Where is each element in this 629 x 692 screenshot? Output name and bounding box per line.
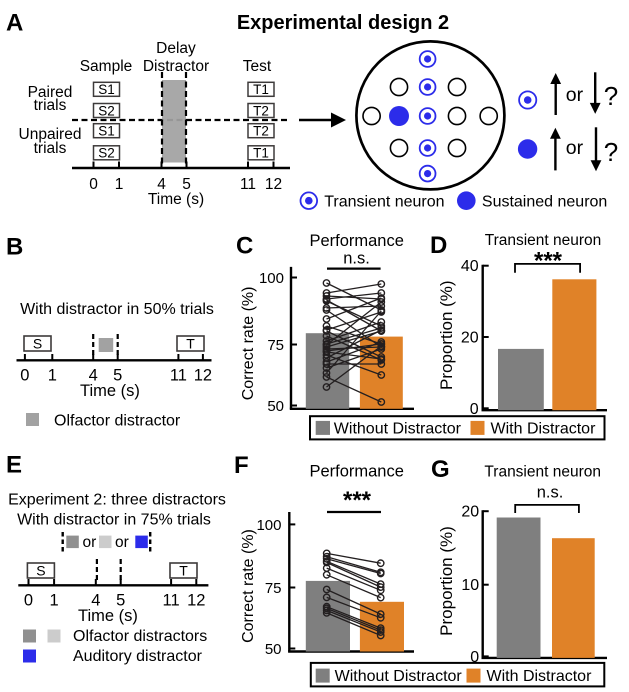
svg-text:Olfactor distractors: Olfactor distractors: [73, 628, 207, 645]
svg-text:20: 20: [461, 330, 479, 347]
svg-text:10: 10: [461, 577, 479, 594]
svg-text:4: 4: [91, 592, 100, 610]
svg-text:***: ***: [343, 487, 372, 514]
svg-text:Auditory distractor: Auditory distractor: [73, 648, 203, 665]
svg-text:C: C: [236, 233, 253, 260]
svg-text:0: 0: [89, 176, 98, 193]
svg-text:D: D: [430, 232, 447, 259]
svg-text:or: or: [83, 534, 97, 551]
svg-text:Transient neuron: Transient neuron: [484, 464, 601, 481]
svg-text:Time (s): Time (s): [148, 191, 204, 208]
svg-text:or: or: [115, 534, 129, 551]
svg-text:With Distractor: With Distractor: [487, 668, 593, 685]
svg-text:1: 1: [115, 176, 124, 193]
svg-text:Paired: Paired: [28, 84, 73, 101]
svg-text:With distractor in 75% trials: With distractor in 75% trials: [17, 512, 211, 529]
svg-text:S1: S1: [98, 82, 115, 97]
svg-text:S1: S1: [98, 124, 115, 139]
svg-text:E: E: [6, 452, 22, 479]
svg-text:0: 0: [24, 592, 33, 610]
svg-text:1: 1: [50, 592, 59, 610]
svg-text:100: 100: [259, 270, 284, 287]
svg-text:T: T: [186, 336, 195, 352]
svg-text:12: 12: [194, 367, 212, 385]
svg-text:Experimental design 2: Experimental design 2: [237, 12, 449, 34]
svg-text:Proportion (%): Proportion (%): [437, 526, 456, 636]
svg-text:Experiment 2: three distractor: Experiment 2: three distractors: [8, 492, 226, 509]
svg-text:T1: T1: [253, 146, 269, 161]
svg-text:T2: T2: [253, 103, 269, 118]
svg-text:trials: trials: [34, 140, 67, 157]
svg-text:S: S: [33, 336, 42, 352]
svg-text:?: ?: [604, 81, 618, 111]
svg-text:n.s.: n.s.: [343, 250, 370, 268]
svg-text:11: 11: [170, 367, 187, 385]
svg-text:Delay: Delay: [156, 40, 196, 57]
svg-text:0: 0: [470, 649, 479, 666]
svg-text:T: T: [179, 563, 188, 579]
svg-text:50: 50: [267, 398, 284, 415]
svg-text:B: B: [6, 234, 23, 261]
svg-text:trials: trials: [34, 97, 67, 114]
svg-text:S: S: [36, 563, 45, 579]
svg-text:F: F: [234, 452, 249, 479]
svg-text:100: 100: [256, 517, 281, 534]
svg-text:20: 20: [461, 504, 479, 521]
svg-text:12: 12: [187, 592, 205, 610]
svg-text:With Distractor: With Distractor: [491, 420, 597, 437]
svg-text:40: 40: [461, 258, 479, 275]
svg-text:or: or: [566, 84, 584, 106]
svg-text:4: 4: [157, 176, 166, 193]
svg-text:Sample: Sample: [80, 58, 133, 75]
svg-text:With distractor in 50% trials: With distractor in 50% trials: [20, 301, 214, 318]
svg-text:Without Distractor: Without Distractor: [334, 420, 462, 437]
svg-text:Transient neuron: Transient neuron: [485, 232, 602, 249]
svg-text:T2: T2: [253, 124, 269, 139]
svg-text:?: ?: [604, 137, 618, 167]
svg-text:12: 12: [265, 176, 282, 193]
svg-text:Correct rate (%): Correct rate (%): [240, 287, 257, 401]
svg-text:5: 5: [182, 176, 191, 193]
svg-text:S2: S2: [98, 146, 115, 161]
svg-text:Unpaired: Unpaired: [19, 126, 82, 143]
svg-text:T1: T1: [253, 82, 269, 97]
svg-text:S2: S2: [98, 103, 115, 118]
svg-text:Transient neuron: Transient neuron: [324, 194, 444, 211]
svg-text:A: A: [6, 10, 23, 37]
svg-text:0: 0: [470, 401, 479, 418]
svg-text:n.s.: n.s.: [537, 484, 564, 502]
svg-text:Olfactor distractor: Olfactor distractor: [54, 413, 181, 430]
svg-text:Correct rate (%): Correct rate (%): [240, 529, 257, 643]
svg-text:G: G: [431, 456, 450, 483]
svg-text:11: 11: [163, 592, 180, 610]
svg-text:Proportion (%): Proportion (%): [437, 280, 456, 390]
svg-text:Distractor: Distractor: [143, 58, 209, 75]
svg-text:75: 75: [265, 580, 282, 597]
svg-text:11: 11: [240, 176, 256, 193]
svg-text:0: 0: [20, 367, 29, 385]
svg-text:Time (s): Time (s): [80, 382, 140, 400]
svg-text:***: ***: [534, 248, 563, 275]
svg-text:1: 1: [48, 367, 57, 385]
svg-text:Time (s): Time (s): [78, 607, 138, 625]
svg-text:4: 4: [89, 367, 98, 385]
svg-text:50: 50: [265, 641, 282, 658]
svg-text:Performance: Performance: [309, 463, 403, 481]
svg-text:Sustained neuron: Sustained neuron: [482, 194, 607, 211]
svg-text:or: or: [566, 137, 584, 159]
svg-text:5: 5: [113, 367, 122, 385]
svg-text:75: 75: [267, 337, 284, 354]
svg-text:Performance: Performance: [309, 232, 403, 250]
svg-text:Without Distractor: Without Distractor: [335, 668, 463, 685]
svg-text:Test: Test: [243, 58, 272, 75]
svg-text:5: 5: [116, 592, 125, 610]
